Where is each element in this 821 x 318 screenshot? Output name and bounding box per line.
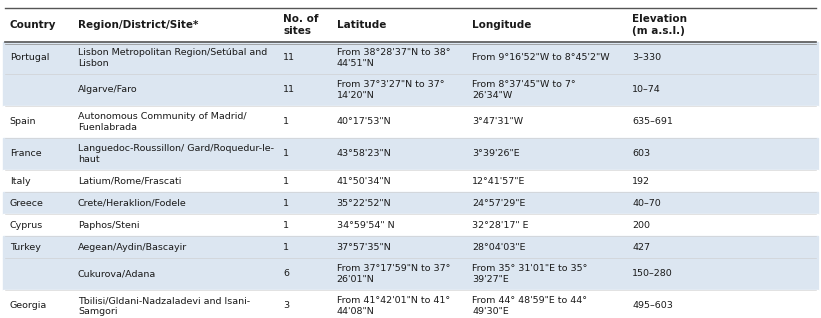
Text: 1: 1 — [283, 176, 289, 185]
Text: 28°04'03"E: 28°04'03"E — [472, 243, 525, 252]
Bar — [3, 138, 818, 170]
Text: 603: 603 — [632, 149, 650, 158]
Text: 37°57'35"N: 37°57'35"N — [337, 243, 392, 252]
Text: France: France — [10, 149, 42, 158]
Text: 495–603: 495–603 — [632, 301, 673, 310]
Text: Elevation
(m a.s.l.): Elevation (m a.s.l.) — [632, 14, 687, 36]
Text: No. of
sites: No. of sites — [283, 14, 319, 36]
Text: Aegean/Aydin/Bascayir: Aegean/Aydin/Bascayir — [78, 243, 187, 252]
Bar — [3, 214, 818, 236]
Text: Algarve/Faro: Algarve/Faro — [78, 86, 138, 94]
Text: Cukurova/Adana: Cukurova/Adana — [78, 269, 156, 279]
Text: Greece: Greece — [10, 198, 44, 208]
Text: From 37°3'27"N to 37°
14'20"N: From 37°3'27"N to 37° 14'20"N — [337, 80, 444, 100]
Text: From 38°28'37"N to 38°
44'51"N: From 38°28'37"N to 38° 44'51"N — [337, 48, 450, 68]
Text: From 41°42'01"N to 41°
44'08"N: From 41°42'01"N to 41° 44'08"N — [337, 296, 450, 316]
Text: 200: 200 — [632, 220, 650, 230]
Text: 43°58'23"N: 43°58'23"N — [337, 149, 392, 158]
Text: 427: 427 — [632, 243, 650, 252]
Bar — [3, 236, 818, 258]
Text: 3: 3 — [283, 301, 289, 310]
Bar — [3, 258, 818, 290]
Text: Latium/Rome/Frascati: Latium/Rome/Frascati — [78, 176, 181, 185]
Bar — [3, 290, 818, 318]
Text: 41°50'34"N: 41°50'34"N — [337, 176, 392, 185]
Text: 35°22'52"N: 35°22'52"N — [337, 198, 392, 208]
Text: Cyprus: Cyprus — [10, 220, 43, 230]
Text: Lisbon Metropolitan Region/Setúbal and
Lisbon: Lisbon Metropolitan Region/Setúbal and L… — [78, 48, 268, 68]
Text: Spain: Spain — [10, 117, 36, 127]
Text: 1: 1 — [283, 149, 289, 158]
Bar — [3, 192, 818, 214]
Text: Country: Country — [10, 20, 57, 30]
Text: From 9°16'52"W to 8°45'2"W: From 9°16'52"W to 8°45'2"W — [472, 53, 610, 63]
Text: Latitude: Latitude — [337, 20, 386, 30]
Text: Tbilisi/Gldani-Nadzaladevi and Isani-
Samgori: Tbilisi/Gldani-Nadzaladevi and Isani- Sa… — [78, 296, 250, 316]
Text: Georgia: Georgia — [10, 301, 47, 310]
Bar — [3, 106, 818, 138]
Text: Crete/Heraklion/Fodele: Crete/Heraklion/Fodele — [78, 198, 186, 208]
Text: Turkey: Turkey — [10, 243, 41, 252]
Text: 3°39'26"E: 3°39'26"E — [472, 149, 520, 158]
Text: From 8°37'45"W to 7°
26'34"W: From 8°37'45"W to 7° 26'34"W — [472, 80, 576, 100]
Text: From 35° 31'01"E to 35°
39'27"E: From 35° 31'01"E to 35° 39'27"E — [472, 264, 588, 284]
Text: Paphos/Steni: Paphos/Steni — [78, 220, 140, 230]
Text: 11: 11 — [283, 53, 296, 63]
Text: 635–691: 635–691 — [632, 117, 673, 127]
Text: 3–330: 3–330 — [632, 53, 661, 63]
Text: 1: 1 — [283, 220, 289, 230]
Text: 12°41'57"E: 12°41'57"E — [472, 176, 525, 185]
Text: 34°59'54" N: 34°59'54" N — [337, 220, 394, 230]
Text: Languedoc-Roussillon/ Gard/Roquedur-le-
haut: Languedoc-Roussillon/ Gard/Roquedur-le- … — [78, 144, 274, 164]
Text: 40°17'53"N: 40°17'53"N — [337, 117, 392, 127]
Text: 1: 1 — [283, 117, 289, 127]
Bar — [0, 8, 821, 42]
Bar — [3, 74, 818, 106]
Text: Autonomous Community of Madrid/
Fuenlabrada: Autonomous Community of Madrid/ Fuenlabr… — [78, 112, 246, 132]
Text: 3°47'31"W: 3°47'31"W — [472, 117, 523, 127]
Text: 1: 1 — [283, 243, 289, 252]
Bar — [3, 170, 818, 192]
Text: 1: 1 — [283, 198, 289, 208]
Text: 32°28'17" E: 32°28'17" E — [472, 220, 529, 230]
Text: 11: 11 — [283, 86, 296, 94]
Text: 192: 192 — [632, 176, 650, 185]
Text: 40–70: 40–70 — [632, 198, 661, 208]
Text: 150–280: 150–280 — [632, 269, 673, 279]
Text: 24°57'29"E: 24°57'29"E — [472, 198, 525, 208]
Bar — [3, 42, 818, 74]
Text: Portugal: Portugal — [10, 53, 49, 63]
Text: Region/District/Site*: Region/District/Site* — [78, 20, 199, 30]
Text: Longitude: Longitude — [472, 20, 531, 30]
Text: Italy: Italy — [10, 176, 30, 185]
Text: 6: 6 — [283, 269, 289, 279]
Text: From 44° 48'59"E to 44°
49'30"E: From 44° 48'59"E to 44° 49'30"E — [472, 296, 587, 316]
Text: 10–74: 10–74 — [632, 86, 661, 94]
Text: From 37°17'59"N to 37°
26'01"N: From 37°17'59"N to 37° 26'01"N — [337, 264, 450, 284]
